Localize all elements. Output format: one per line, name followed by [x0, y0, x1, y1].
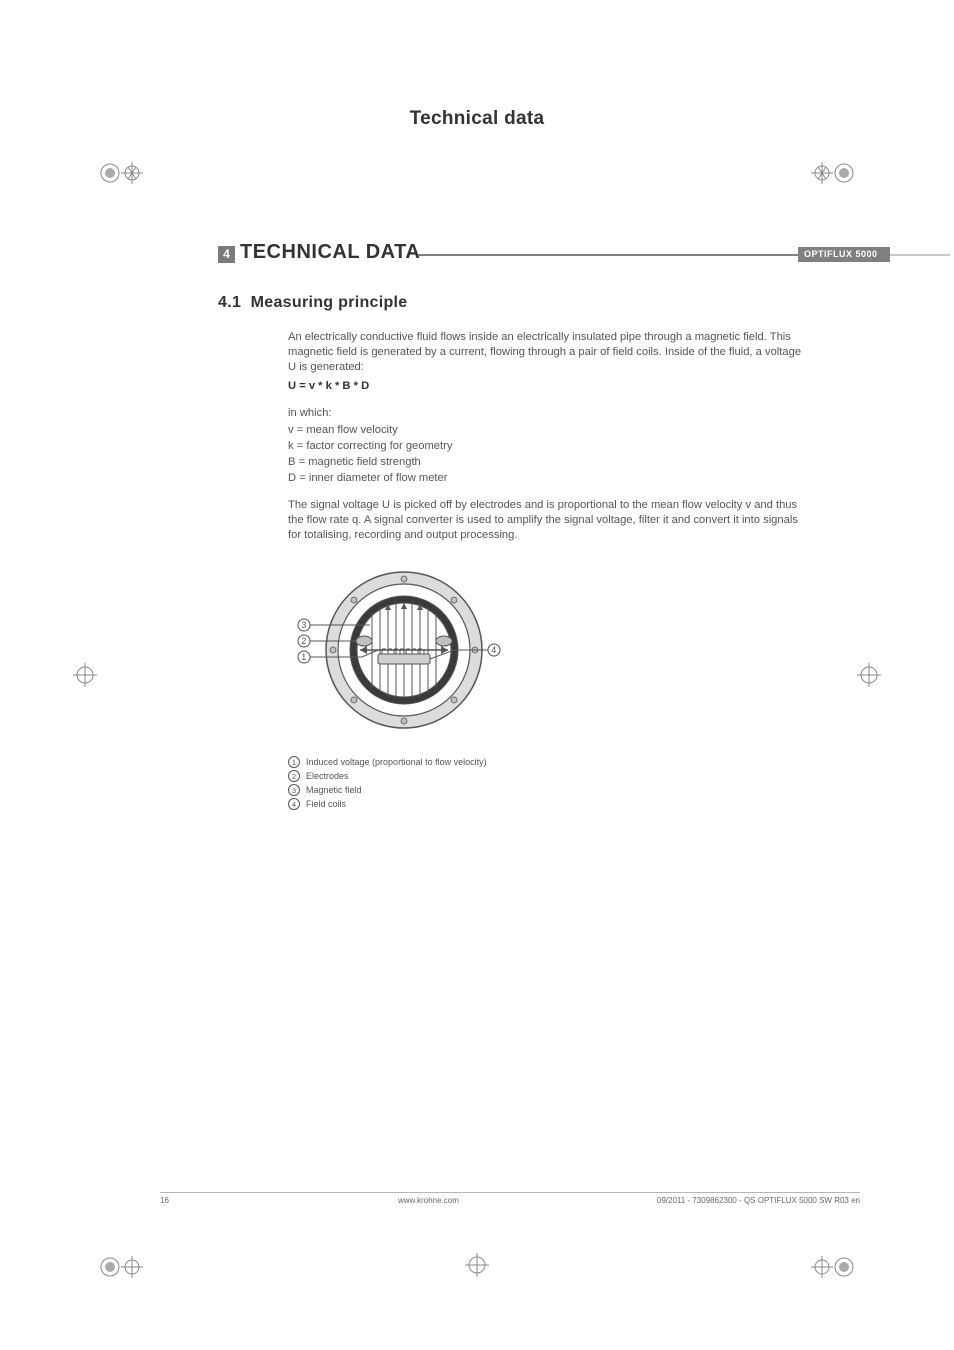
regmark-mid-left — [70, 660, 100, 690]
callout-num: 1 — [288, 756, 300, 768]
callout-row: 4 Field coils — [288, 798, 487, 811]
header-rule-tail — [890, 254, 950, 256]
body-column: An electrically conductive fluid flows i… — [288, 330, 812, 547]
regmark-top-right — [810, 150, 856, 196]
header-rule — [418, 254, 798, 256]
callout-label: Electrodes — [306, 770, 349, 783]
page-number: 16 — [160, 1196, 200, 1205]
def-v: v = mean flow velocity — [288, 423, 812, 438]
chapter-title: Technical data — [0, 108, 954, 130]
svg-text:3: 3 — [301, 620, 306, 630]
svg-text:1: 1 — [301, 652, 306, 662]
section-number-box: 4 — [218, 246, 235, 263]
section-title: TECHNICAL DATA — [240, 241, 420, 264]
regmark-bottom-center — [462, 1250, 492, 1280]
regmark-top-left — [98, 150, 144, 196]
regmark-bottom-left — [98, 1244, 144, 1290]
def-b: B = magnetic field strength — [288, 455, 812, 470]
def-d: D = inner diameter of flow meter — [288, 471, 812, 486]
section-header-bar: 4 TECHNICAL DATA OPTIFLUX 5000 — [218, 246, 858, 268]
footer-doc-id: 09/2011 - 7309862300 - QS OPTIFLUX 5000 … — [657, 1196, 860, 1205]
paragraph-2: The signal voltage U is picked off by el… — [288, 498, 812, 543]
subsection-title: Measuring principle — [251, 294, 408, 311]
def-k: k = factor correcting for geometry — [288, 439, 812, 454]
callout-label: Field coils — [306, 798, 346, 811]
subsection-heading: 4.1 Measuring principle — [218, 294, 408, 312]
paragraph-1: An electrically conductive fluid flows i… — [288, 330, 812, 375]
definitions: in which: v = mean flow velocity k = fac… — [288, 406, 812, 486]
callout-label: Magnetic field — [306, 784, 362, 797]
callout-label: Induced voltage (proportional to flow ve… — [306, 756, 487, 769]
page: Technical data 4 TECHNICAL DATA OPTIFLUX… — [0, 0, 954, 1350]
svg-text:4: 4 — [491, 645, 496, 655]
callout-row: 2 Electrodes — [288, 770, 487, 783]
callout-num: 3 — [288, 784, 300, 796]
page-footer: 16 www.krohne.com 09/2011 - 7309862300 -… — [160, 1192, 860, 1205]
regmark-bottom-right — [810, 1244, 856, 1290]
callout-row: 3 Magnetic field — [288, 784, 487, 797]
svg-text:2: 2 — [301, 636, 306, 646]
formula: U = v * k * B * D — [288, 379, 812, 394]
product-chip: OPTIFLUX 5000 — [798, 247, 890, 262]
callout-num: 4 — [288, 798, 300, 810]
footer-url: www.krohne.com — [200, 1196, 657, 1205]
callout-num: 2 — [288, 770, 300, 782]
figure-callouts: 1 Induced voltage (proportional to flow … — [288, 756, 487, 812]
callout-row: 1 Induced voltage (proportional to flow … — [288, 756, 487, 769]
in-which-label: in which: — [288, 406, 812, 421]
regmark-mid-right — [854, 660, 884, 690]
subsection-number: 4.1 — [218, 294, 241, 311]
figure: 3 2 1 4 — [288, 555, 548, 750]
